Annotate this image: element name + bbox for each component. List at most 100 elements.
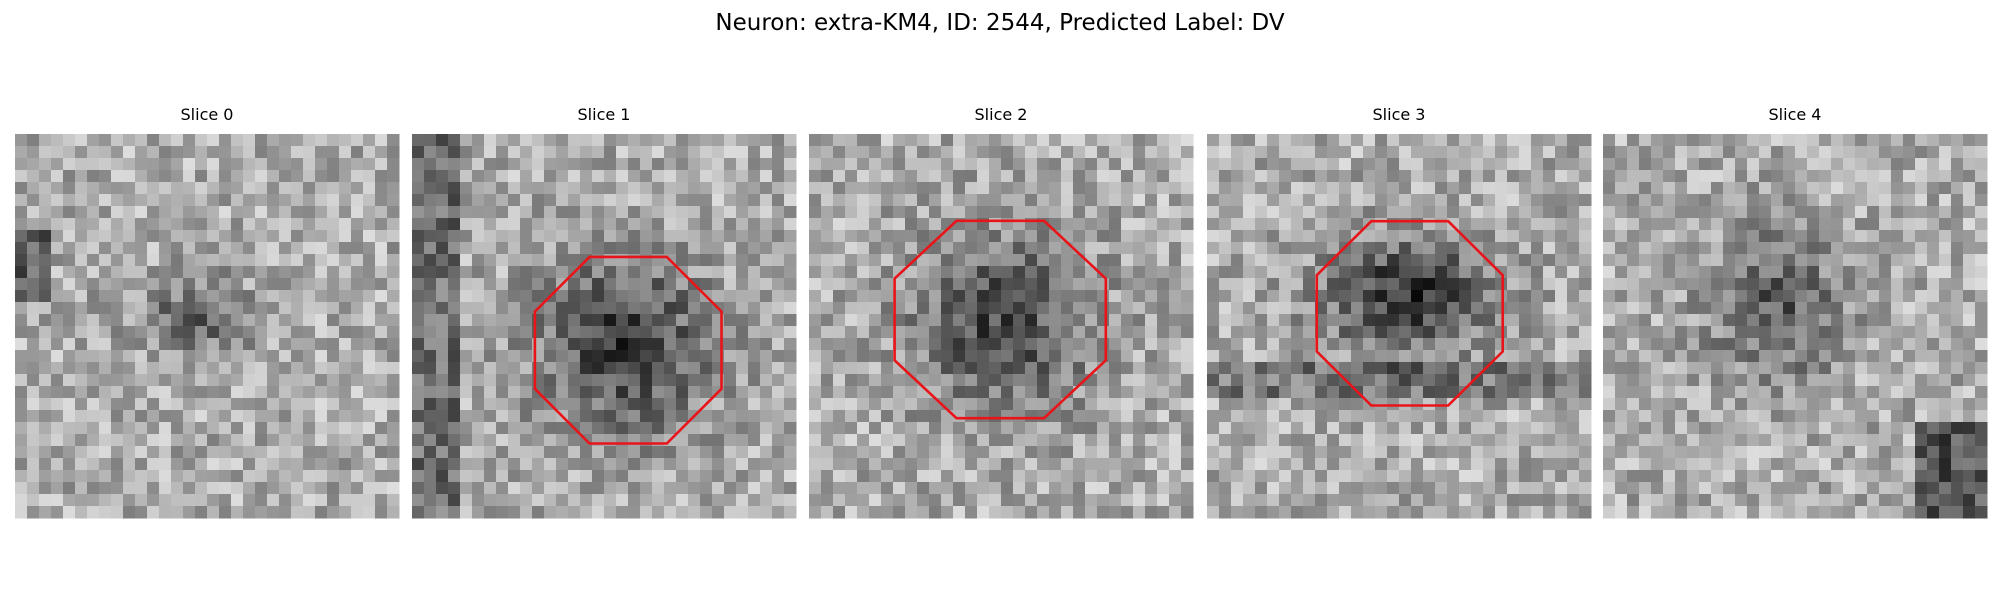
pixel xyxy=(1279,134,1292,147)
pixel xyxy=(869,254,882,267)
pixel xyxy=(712,278,725,291)
pixel xyxy=(1025,410,1038,423)
pixel xyxy=(1219,242,1232,255)
pixel xyxy=(833,386,846,399)
pixel xyxy=(881,506,894,519)
pixel xyxy=(27,506,40,519)
pixel xyxy=(303,458,316,471)
pixel xyxy=(1145,470,1158,483)
pixel xyxy=(1255,398,1268,411)
pixel xyxy=(1495,398,1508,411)
pixel xyxy=(255,398,268,411)
pixel xyxy=(279,398,292,411)
pixel xyxy=(87,374,100,387)
pixel xyxy=(1471,374,1484,387)
pixel xyxy=(676,302,689,315)
pixel xyxy=(15,482,28,495)
pixel xyxy=(1807,182,1820,195)
pixel xyxy=(508,506,521,519)
pixel xyxy=(1855,302,1868,315)
pixel xyxy=(243,434,256,447)
pixel xyxy=(628,374,641,387)
pixel xyxy=(1711,206,1724,219)
pixel xyxy=(1687,410,1700,423)
pixel xyxy=(1975,314,1988,327)
pixel xyxy=(1291,158,1304,171)
pixel xyxy=(628,266,641,279)
pixel xyxy=(363,350,376,363)
pixel xyxy=(857,470,870,483)
pixel xyxy=(195,326,208,339)
pixel xyxy=(1327,434,1340,447)
pixel xyxy=(1951,158,1964,171)
pixel xyxy=(1483,194,1496,207)
pixel xyxy=(1579,398,1592,411)
pixel xyxy=(39,326,52,339)
pixel xyxy=(1879,350,1892,363)
pixel xyxy=(688,314,701,327)
pixel xyxy=(1001,458,1014,471)
pixel xyxy=(303,470,316,483)
pixel xyxy=(1615,362,1628,375)
pixel xyxy=(279,146,292,159)
pixel xyxy=(1351,218,1364,231)
pixel xyxy=(508,302,521,315)
pixel xyxy=(845,158,858,171)
pixel xyxy=(784,470,797,483)
pixel xyxy=(39,230,52,243)
pixel xyxy=(315,266,328,279)
pixel xyxy=(965,506,978,519)
pixel xyxy=(1531,506,1544,519)
pixel xyxy=(869,494,882,507)
pixel xyxy=(989,482,1002,495)
pixel xyxy=(520,458,533,471)
pixel xyxy=(917,350,930,363)
pixel xyxy=(171,290,184,303)
pixel xyxy=(1121,458,1134,471)
pixel xyxy=(375,362,388,375)
pixel xyxy=(604,230,617,243)
pixel xyxy=(1879,254,1892,267)
pixel xyxy=(1783,158,1796,171)
pixel xyxy=(291,446,304,459)
pixel xyxy=(147,170,160,183)
pixel xyxy=(1423,362,1436,375)
pixel xyxy=(1157,290,1170,303)
pixel xyxy=(833,506,846,519)
pixel xyxy=(664,350,677,363)
pixel xyxy=(1543,338,1556,351)
pixel xyxy=(772,362,785,375)
pixel xyxy=(195,194,208,207)
pixel xyxy=(448,158,461,171)
pixel xyxy=(1843,326,1856,339)
pixel xyxy=(424,386,437,399)
pixel xyxy=(1279,230,1292,243)
pixel xyxy=(496,266,509,279)
pixel xyxy=(1975,410,1988,423)
pixel xyxy=(351,410,364,423)
pixel xyxy=(821,398,834,411)
pixel xyxy=(147,338,160,351)
pixel xyxy=(1387,206,1400,219)
pixel xyxy=(1327,398,1340,411)
pixel xyxy=(1387,470,1400,483)
pixel xyxy=(1699,446,1712,459)
pixel xyxy=(1399,338,1412,351)
pixel xyxy=(1013,338,1026,351)
pixel xyxy=(568,386,581,399)
pixel xyxy=(1181,290,1194,303)
pixel xyxy=(87,242,100,255)
pixel xyxy=(1447,242,1460,255)
pixel xyxy=(1133,398,1146,411)
pixel xyxy=(1243,422,1256,435)
pixel xyxy=(1747,422,1760,435)
pixel xyxy=(929,314,942,327)
pixel xyxy=(772,422,785,435)
pixel xyxy=(75,218,88,231)
pixel xyxy=(1663,314,1676,327)
pixel xyxy=(1843,410,1856,423)
pixel xyxy=(748,158,761,171)
pixel xyxy=(772,386,785,399)
pixel xyxy=(640,170,653,183)
pixel xyxy=(1675,134,1688,147)
